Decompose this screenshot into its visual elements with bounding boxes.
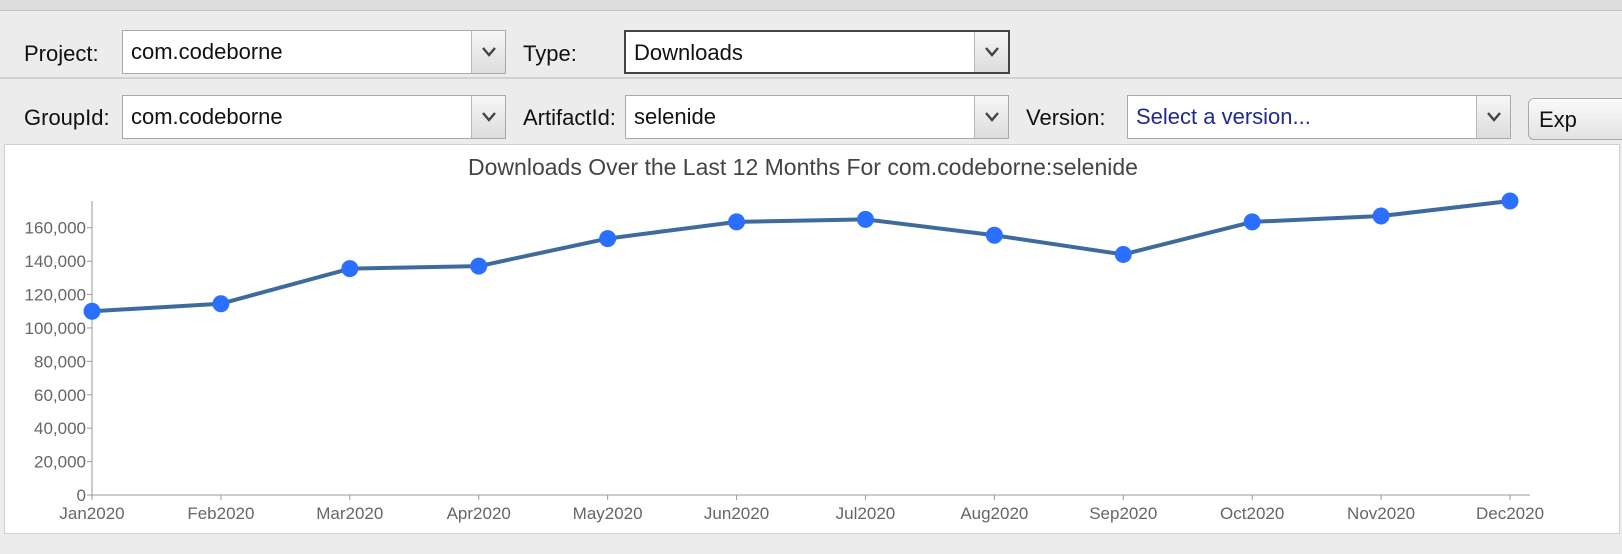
project-select[interactable]: com.codeborne (122, 30, 506, 74)
filter-bar-artifact: GroupId: com.codeborne ArtifactId: selen… (0, 80, 1622, 146)
x-tick-label: Jun2020 (704, 504, 769, 523)
y-tick-label: 120,000 (25, 286, 86, 305)
y-axis-tick-labels: 0 20,000 40,000 60,000 80,000 100,000 120,000 1… (25, 219, 92, 505)
groupid-select[interactable]: com.codeborne (122, 95, 506, 139)
project-select-value: com.codeborne (131, 39, 283, 64)
y-tick-label: 100,000 (25, 319, 86, 338)
version-label: Version: (1026, 105, 1106, 130)
version-select-placeholder: Select a version... (1136, 104, 1311, 129)
type-label: Type: (523, 41, 577, 66)
series-line (91, 199, 1511, 314)
data-point (985, 226, 1003, 244)
data-point (212, 295, 230, 313)
chevron-down-icon[interactable] (1476, 96, 1510, 138)
data-point (599, 230, 617, 248)
chart-title: Downloads Over the Last 12 Months For co… (468, 154, 1138, 180)
data-point (341, 260, 359, 278)
y-tick-label: 0 (77, 486, 86, 505)
x-tick-label: Aug2020 (960, 504, 1028, 523)
chevron-down-icon[interactable] (974, 32, 1008, 72)
y-tick-label: 140,000 (25, 252, 86, 271)
chevron-down-icon[interactable] (974, 96, 1008, 138)
y-tick-label: 20,000 (34, 453, 86, 472)
x-tick-label: Sep2020 (1089, 504, 1157, 523)
data-point (1114, 245, 1132, 263)
artifactid-label: ArtifactId: (523, 105, 616, 130)
y-tick-label: 80,000 (34, 352, 86, 371)
y-tick-label: 160,000 (25, 219, 86, 238)
data-point (1501, 192, 1519, 210)
artifactid-select-value: selenide (634, 104, 716, 129)
x-tick-label: Apr2020 (447, 504, 511, 523)
series-downloads (83, 192, 1519, 320)
data-point (1372, 207, 1390, 225)
downloads-chart-panel: Downloads Over the Last 12 Months For co… (4, 144, 1620, 534)
chevron-down-icon[interactable] (471, 96, 505, 138)
x-axis-tick-labels: Jan2020 Feb2020 Mar2020 Apr2020 May2020 Jun20… (59, 495, 1544, 523)
filter-bar-project: Project: com.codeborne Type: Downloads (0, 11, 1622, 79)
groupid-select-value: com.codeborne (131, 104, 283, 129)
y-tick-label: 40,000 (34, 419, 86, 438)
data-point (1243, 213, 1261, 231)
x-tick-label: May2020 (573, 504, 643, 523)
x-tick-label: Mar2020 (316, 504, 383, 523)
project-label: Project: (24, 41, 99, 66)
artifactid-select[interactable]: selenide (625, 95, 1009, 139)
type-select-value: Downloads (634, 40, 743, 65)
export-button[interactable]: Exp (1528, 98, 1622, 140)
data-point (728, 213, 746, 231)
data-point (470, 257, 488, 275)
groupid-label: GroupId: (24, 105, 110, 130)
chevron-down-icon[interactable] (471, 31, 505, 73)
x-tick-label: Oct2020 (1220, 504, 1284, 523)
x-tick-label: Jan2020 (59, 504, 124, 523)
type-select[interactable]: Downloads (624, 30, 1010, 74)
bottom-strip (0, 534, 1622, 554)
x-tick-label: Jul2020 (836, 504, 896, 523)
data-point (856, 210, 874, 228)
data-point (83, 302, 101, 320)
x-tick-label: Nov2020 (1347, 504, 1415, 523)
version-select[interactable]: Select a version... (1127, 95, 1511, 139)
top-strip (0, 0, 1622, 11)
chart-axes (91, 201, 1530, 496)
x-tick-label: Feb2020 (187, 504, 254, 523)
y-tick-label: 60,000 (34, 386, 86, 405)
x-tick-label: Dec2020 (1476, 504, 1544, 523)
downloads-line-chart: Downloads Over the Last 12 Months For co… (25, 154, 1544, 523)
